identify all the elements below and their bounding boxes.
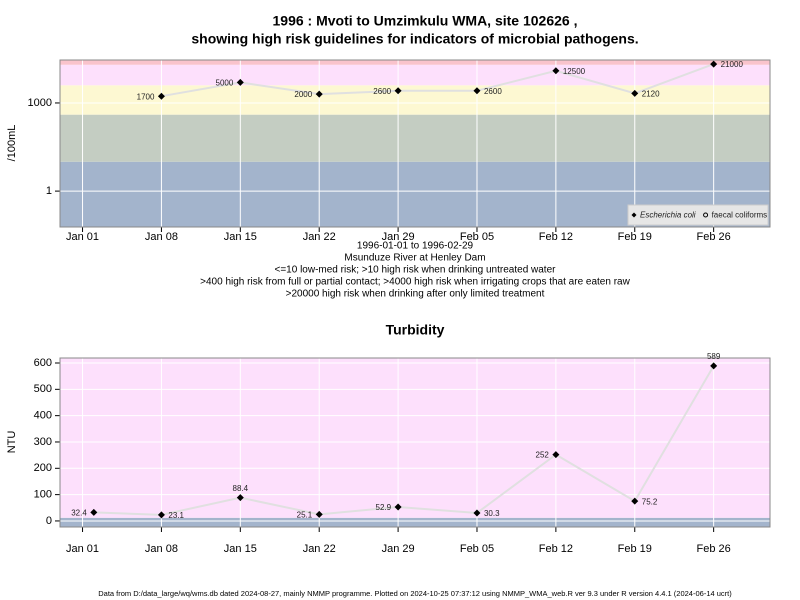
data-label: 32.4 [71, 509, 87, 518]
risk-band [60, 60, 770, 65]
x-tick-label: Jan 22 [303, 231, 336, 243]
data-label: 252 [536, 451, 550, 460]
data-point [394, 87, 402, 95]
x-tick-label: Feb 05 [460, 543, 494, 555]
x-tick-label: Feb 19 [618, 543, 652, 555]
chart-title: 1996 : Mvoti to Umzimkulu WMA, site 1026… [273, 13, 578, 29]
x-tick-label: Feb 12 [539, 543, 573, 555]
x-tick-label: Feb 26 [697, 231, 731, 243]
chart-title: showing high risk guidelines for indicat… [191, 31, 638, 47]
x-tick-label: Jan 01 [66, 543, 99, 555]
data-label: 2600 [484, 87, 502, 96]
y-axis-label: NTU [6, 431, 18, 454]
data-label: 23.1 [168, 511, 184, 520]
x-tick-label: Feb 12 [539, 231, 573, 243]
data-point [315, 90, 323, 98]
x-tick-label: Jan 01 [66, 231, 99, 243]
data-label: 52.9 [376, 503, 392, 512]
data-label: 88.4 [233, 484, 249, 493]
legend-box [627, 204, 769, 226]
footer: Data from D:/data_large/wq/wms.db dated … [98, 589, 732, 598]
y-tick-label: 0 [46, 515, 52, 527]
data-label: 25.1 [297, 510, 313, 519]
y-tick-label: 300 [34, 436, 52, 448]
data-label: 2120 [642, 89, 660, 98]
legend-label: Escherichia coli [640, 211, 696, 220]
data-point [315, 510, 323, 518]
data-label: 75.2 [642, 497, 658, 506]
data-point [710, 60, 718, 68]
x-tick-label: Jan 08 [145, 543, 178, 555]
y-tick-label: 600 [34, 357, 52, 369]
note: <=10 low-med risk; >10 high risk when dr… [275, 265, 557, 276]
y-tick-label: 400 [34, 410, 52, 422]
data-point [90, 508, 98, 516]
data-point [394, 503, 402, 511]
data-point [473, 509, 481, 517]
data-point [236, 494, 244, 502]
x-tick-label: Jan 29 [382, 543, 415, 555]
x-tick-label: Jan 29 [382, 231, 415, 243]
data-label: 1700 [137, 92, 155, 101]
data-label: 2600 [373, 87, 391, 96]
x-tick-label: Jan 15 [224, 543, 257, 555]
risk-band [60, 114, 770, 162]
data-label: 5000 [216, 79, 234, 88]
data-label: 589 [707, 352, 721, 361]
risk-band [60, 358, 770, 518]
y-tick-label: 200 [34, 462, 52, 474]
data-point [631, 89, 639, 97]
data-label: 30.3 [484, 509, 500, 518]
data-point [157, 92, 165, 100]
legend-marker [631, 212, 637, 218]
y-tick-label: 1 [46, 185, 52, 197]
data-line [161, 63, 714, 98]
x-tick-label: Jan 08 [145, 231, 178, 243]
y-tick-label: 1000 [28, 97, 52, 109]
data-point [157, 511, 165, 519]
legend-label: faecal coliforms [712, 211, 768, 220]
note: >20000 high risk when drinking after onl… [286, 289, 545, 300]
risk-band [60, 517, 770, 527]
data-point [631, 497, 639, 505]
x-tick-label: Feb 26 [697, 543, 731, 555]
data-label: 2000 [294, 90, 312, 99]
data-point [710, 362, 718, 370]
y-tick-label: 500 [34, 383, 52, 395]
y-tick-label: 100 [34, 489, 52, 501]
x-tick-label: Feb 05 [460, 231, 494, 243]
note: Msunduze River at Henley Dam [344, 253, 485, 264]
x-tick-label: Jan 22 [303, 543, 336, 555]
data-label: 21000 [721, 60, 744, 69]
chart-title: Turbidity [386, 322, 445, 338]
legend-marker [703, 212, 709, 218]
note: >400 high risk from full or partial cont… [200, 277, 630, 288]
x-tick-label: Feb 19 [618, 231, 652, 243]
data-point [552, 451, 560, 459]
risk-band [60, 64, 770, 86]
x-tick-label: Jan 15 [224, 231, 257, 243]
data-point [552, 67, 560, 75]
y-axis-label: /100mL [6, 125, 18, 162]
data-label: 12500 [563, 67, 586, 76]
risk-band [60, 85, 770, 115]
data-point [236, 78, 244, 86]
plot-frame [59, 59, 771, 228]
data-point [473, 87, 481, 95]
plot-frame [59, 357, 771, 528]
note: 1996-01-01 to 1996-02-29 [357, 241, 474, 252]
